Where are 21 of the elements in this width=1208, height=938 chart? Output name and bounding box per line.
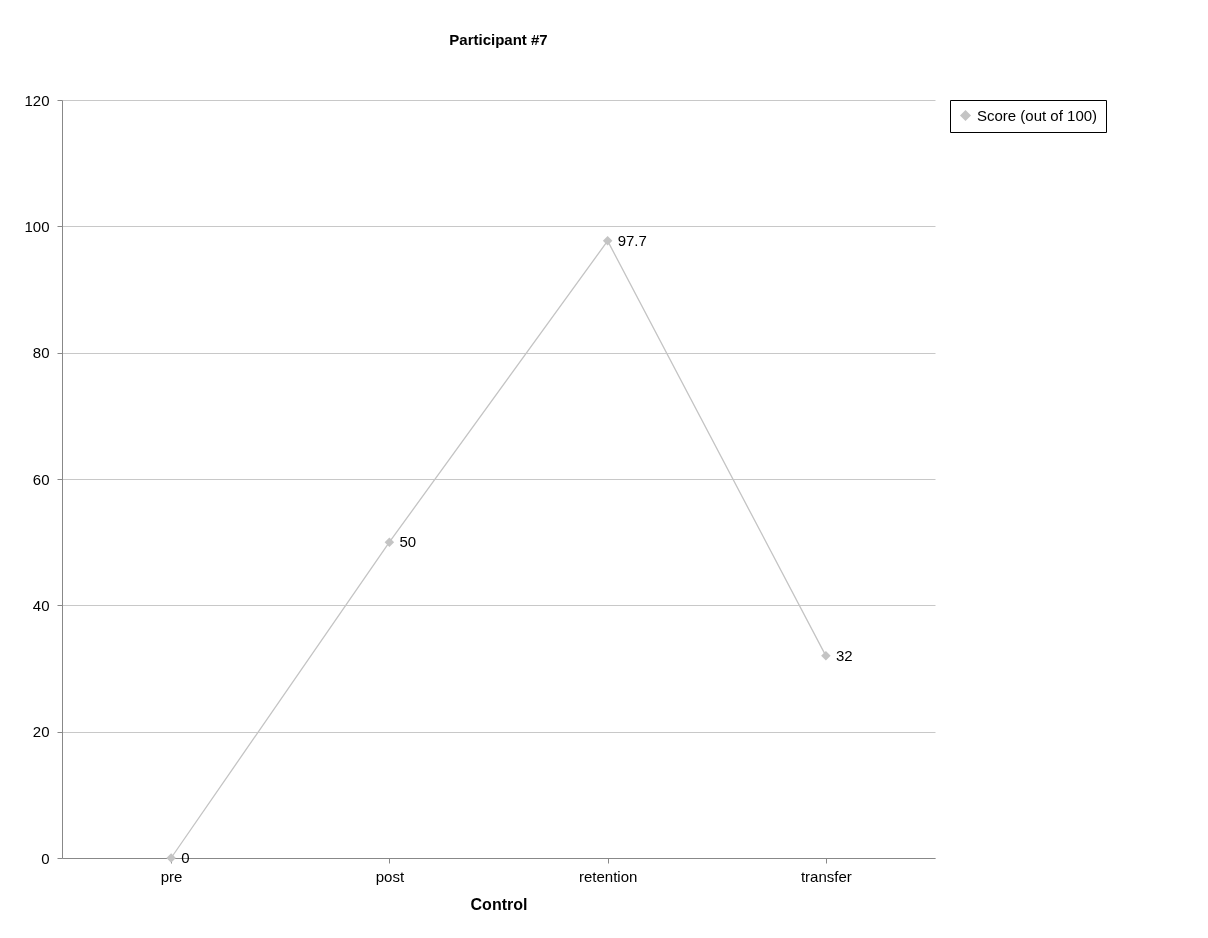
- x-tick-label: transfer: [800, 867, 852, 885]
- y-tick-label: 100: [24, 217, 50, 235]
- y-tick-label: 20: [32, 723, 50, 741]
- point: [384, 537, 395, 547]
- data-label: 0: [181, 849, 190, 866]
- point: [602, 236, 613, 246]
- data-label: 97.7: [617, 231, 647, 249]
- point: [821, 651, 831, 661]
- x-tick-label: retention: [578, 867, 638, 885]
- y-tick-label: 0: [41, 849, 50, 867]
- x-axis-title: Control: [470, 895, 528, 913]
- y-tick-label: 120: [24, 91, 50, 109]
- y-tick-label: 60: [32, 470, 50, 488]
- x-tick-label: pre: [160, 867, 183, 885]
- x-tick-label: post: [375, 867, 405, 885]
- y-tick-label: 80: [32, 344, 50, 362]
- data-label: 32: [835, 646, 853, 664]
- legend-label: Score (out of 100): [977, 106, 1098, 124]
- chart-title: Participant #7: [449, 31, 548, 48]
- y-tick-label: 40: [32, 596, 50, 614]
- data-label: 50: [399, 533, 417, 551]
